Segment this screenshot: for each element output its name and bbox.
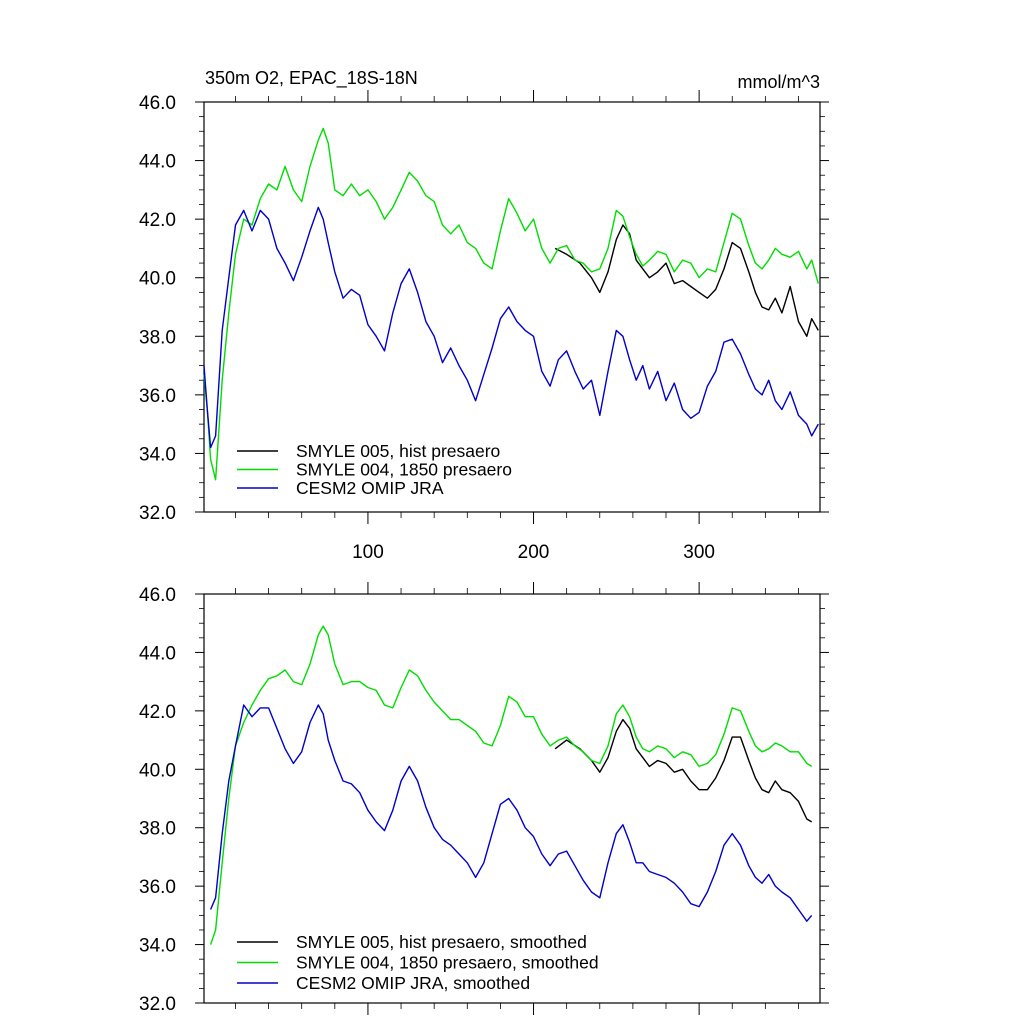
plot-title-units: mmol/m^3	[738, 72, 820, 92]
y-tick-label: 36.0	[139, 386, 176, 407]
legend-label: SMYLE 004, 1850 presaero, smoothed	[296, 953, 599, 973]
y-tick-label: 32.0	[139, 503, 176, 524]
plot-title-left: 350m O2, EPAC_18S-18N	[205, 68, 418, 89]
panel-top: 32.0 34.0 36.0 38.0 40.0 42.0 44.0 46.0 100 200 30…	[139, 90, 829, 563]
series-line-1	[203, 127, 819, 481]
legend-label: CESM2 OMIP JRA	[296, 478, 444, 498]
x-tick-label: 200	[518, 542, 550, 563]
y-tick-label: 40.0	[139, 269, 176, 290]
x-tick-label: 100	[352, 542, 384, 563]
legend-label: SMYLE 005, hist presaero, smoothed	[296, 932, 587, 952]
y-tick-label: 38.0	[139, 819, 176, 840]
series-line-1	[209, 625, 813, 945]
y-tick-label: 34.0	[139, 936, 176, 957]
series-line-2	[209, 704, 813, 922]
legend-label: SMYLE 005, hist presaero	[296, 441, 500, 461]
series-line-0	[554, 224, 819, 337]
y-tick-label: 40.0	[139, 760, 176, 781]
y-tick-label: 44.0	[139, 152, 176, 173]
series-line-0	[554, 718, 813, 823]
series-line-2	[203, 206, 819, 449]
legend-label: SMYLE 004, 1850 presaero	[296, 460, 512, 480]
y-tick-label: 46.0	[139, 585, 176, 606]
x-tick-label: 300	[683, 542, 715, 563]
panel-bottom: 32.0 34.0 36.0 38.0 40.0 42.0 44.0 46.0 SMYLE 00…	[139, 582, 829, 1015]
y-tick-label: 42.0	[139, 702, 176, 723]
y-tick-label: 32.0	[139, 994, 176, 1015]
y-tick-label: 36.0	[139, 877, 176, 898]
y-tick-label: 46.0	[139, 93, 176, 114]
y-tick-label: 34.0	[139, 444, 176, 465]
y-tick-label: 38.0	[139, 327, 176, 348]
y-tick-label: 44.0	[139, 643, 176, 664]
y-tick-label: 42.0	[139, 210, 176, 231]
legend-label: CESM2 OMIP JRA, smoothed	[296, 973, 530, 993]
